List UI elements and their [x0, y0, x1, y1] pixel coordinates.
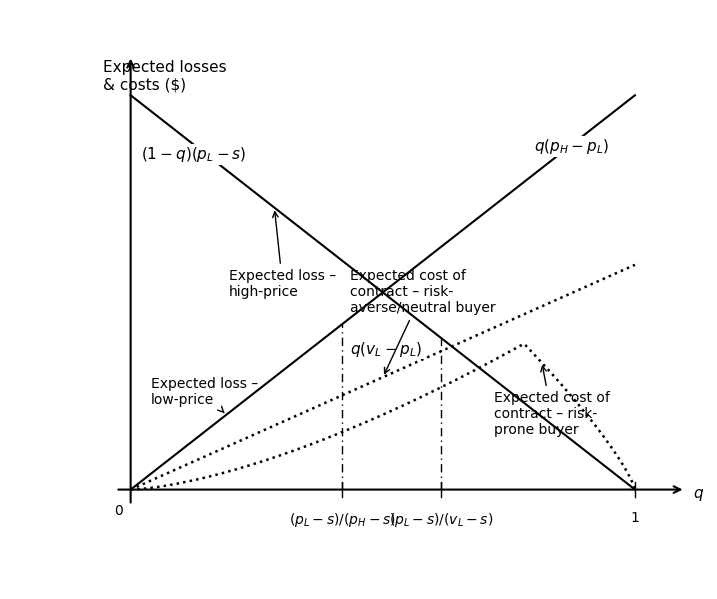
Text: $q(p_H - p_L)$: $q(p_H - p_L)$ [534, 137, 609, 156]
Text: Expected losses
& costs ($): Expected losses & costs ($) [103, 60, 227, 92]
Text: 0: 0 [114, 504, 123, 518]
Text: Expected cost of
contract – risk-
averse/neutral buyer: Expected cost of contract – risk- averse… [350, 269, 495, 374]
Text: Expected loss –
low-price: Expected loss – low-price [151, 377, 258, 413]
Text: $(1- q)(p_L - s)$: $(1- q)(p_L - s)$ [141, 145, 246, 164]
Text: $q$: $q$ [693, 488, 704, 504]
Text: $(p_L-s)/(v_L-s)$: $(p_L-s)/(v_L-s)$ [389, 512, 493, 530]
Text: Expected loss –
high-price: Expected loss – high-price [229, 212, 336, 299]
Text: $q(v_L - p_L)$: $q(v_L - p_L)$ [350, 340, 422, 359]
Text: $(p_L-s)/(p_H-s)$: $(p_L-s)/(p_H-s)$ [289, 512, 396, 530]
Text: Expected cost of
contract – risk-
prone buyer: Expected cost of contract – risk- prone … [494, 366, 609, 437]
Text: 1: 1 [630, 512, 640, 525]
